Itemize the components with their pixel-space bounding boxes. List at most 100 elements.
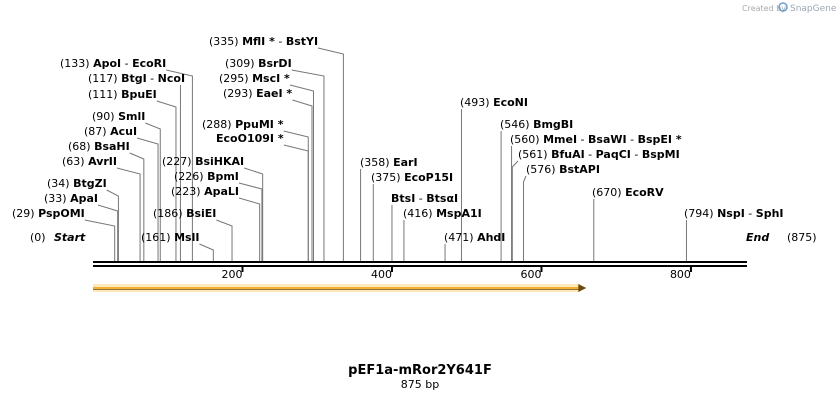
restriction-site[interactable]: (68) BsaHI: [68, 140, 130, 153]
site-label: (546) BmgBI: [500, 118, 573, 131]
site-position: (358): [360, 156, 393, 169]
site-label: (226) BpmI: [174, 170, 239, 183]
enzyme-name: BmgBI: [533, 118, 573, 131]
enzyme-name: ApoI: [93, 57, 121, 70]
site-label: (90) SmlI: [92, 110, 145, 123]
enzyme-name: EcoRV: [625, 186, 664, 199]
enzyme-name: MspA1I: [436, 207, 482, 220]
site-position: (295): [219, 72, 252, 85]
restriction-site[interactable]: (335) MflI * - BstYI: [209, 35, 318, 48]
restriction-site[interactable]: (288) PpuMI *: [202, 118, 284, 131]
site-separator: -: [627, 133, 638, 146]
branding-prefix: Created by: [742, 4, 786, 13]
restriction-site[interactable]: (670) EcoRV: [592, 186, 664, 199]
site-separator: -: [275, 35, 286, 48]
site-leader: [84, 219, 116, 262]
site-leader: [106, 189, 119, 262]
enzyme-name: BsaWI: [588, 133, 627, 146]
restriction-site[interactable]: (293) EaeI *: [223, 87, 292, 100]
restriction-site[interactable]: (34) BtgZI: [47, 177, 107, 190]
site-leader: [523, 175, 527, 262]
restriction-site[interactable]: (375) EcoP15I: [371, 171, 453, 184]
restriction-site[interactable]: (33) ApaI: [44, 192, 98, 205]
restriction-site-labels: (29) PspOMI (33) ApaI (34) BtgZI (63) AvrII…: [12, 35, 784, 244]
feature-arrowhead: [578, 284, 587, 292]
restriction-site[interactable]: EcoO109I *: [216, 132, 284, 145]
site-label: (227) BsiHKAI: [162, 155, 244, 168]
site-leader: [156, 100, 177, 262]
restriction-site[interactable]: (416) MspA1I: [403, 207, 482, 220]
restriction-site[interactable]: (223) ApaLI: [171, 185, 239, 198]
enzyme-name: EaeI *: [256, 87, 292, 100]
site-position: (68): [68, 140, 94, 153]
site-leader: [136, 137, 159, 262]
restriction-site[interactable]: (561) BfuAI - PaqCI - BspMI: [518, 148, 680, 161]
restriction-site[interactable]: (87) AcuI: [84, 125, 137, 138]
site-position: (223): [171, 185, 204, 198]
sequence-backbone: [93, 261, 747, 267]
site-label: (493) EcoNI: [460, 96, 528, 109]
restriction-site[interactable]: (186) BsiEI: [153, 207, 216, 220]
enzyme-name: EcoNI: [493, 96, 528, 109]
site-position: (186): [153, 207, 186, 220]
site-leader: [129, 152, 145, 262]
site-label: (288) PpuMI *: [202, 118, 284, 131]
site-separator: -: [631, 148, 642, 161]
site-label: (34) BtgZI: [47, 177, 107, 190]
site-label: (416) MspA1I: [403, 207, 482, 220]
end-name: End: [746, 231, 769, 244]
site-label: BtsI - BtsαI: [391, 192, 458, 205]
enzyme-name: BtsαI: [426, 192, 458, 205]
enzyme-name: BtsI: [391, 192, 415, 205]
restriction-site[interactable]: (133) ApoI - EcoRI: [60, 57, 166, 70]
site-position: (335): [209, 35, 242, 48]
enzyme-name: NcoI: [158, 72, 185, 85]
site-label: (63) AvrII: [62, 155, 117, 168]
site-position: (161): [141, 231, 174, 244]
restriction-site[interactable]: (117) BtgI - NcoI: [88, 72, 185, 85]
site-position: (133): [60, 57, 93, 70]
site-label: (29) PspOMI: [12, 207, 85, 220]
restriction-site[interactable]: (111) BpuEI: [88, 88, 157, 101]
restriction-site[interactable]: (794) NspI - SphI: [684, 207, 784, 220]
restriction-site[interactable]: (358) EarI: [360, 156, 418, 169]
restriction-site[interactable]: (546) BmgBI: [500, 118, 573, 131]
snapgene-branding: Created by SnapGene: [742, 2, 837, 14]
map-title: pEF1a-mRor2Y641F: [348, 363, 492, 378]
restriction-site[interactable]: (295) MscI *: [219, 72, 290, 85]
site-label: (111) BpuEI: [88, 88, 157, 101]
site-label: (223) ApaLI: [171, 185, 239, 198]
end-position: (875): [787, 231, 817, 244]
enzyme-name: BsiEI: [186, 207, 216, 220]
restriction-site[interactable]: (471) AhdI: [444, 231, 505, 244]
restriction-site[interactable]: (29) PspOMI: [12, 207, 85, 220]
enzyme-name: BtgI: [121, 72, 147, 85]
start-name: Start: [54, 231, 86, 244]
restriction-site[interactable]: (227) BsiHKAI: [162, 155, 244, 168]
site-label: (293) EaeI *: [223, 87, 292, 100]
enzyme-name: BpuEI: [121, 88, 157, 101]
enzyme-name: EarI: [393, 156, 417, 169]
feature-track: [93, 284, 587, 292]
restriction-site[interactable]: (90) SmlI: [92, 110, 145, 123]
enzyme-name: MscI *: [252, 72, 290, 85]
restriction-site[interactable]: (560) MmeI - BsaWI - BspEI *: [510, 133, 682, 146]
enzyme-name: MflI *: [242, 35, 275, 48]
enzyme-name: BspEI *: [638, 133, 682, 146]
restriction-site[interactable]: (493) EcoNI: [460, 96, 528, 109]
restriction-site[interactable]: (63) AvrII: [62, 155, 117, 168]
restriction-site[interactable]: BtsI - BtsαI: [391, 192, 458, 205]
site-position: (471): [444, 231, 477, 244]
restriction-site[interactable]: (576) BstAPI: [526, 163, 600, 176]
enzyme-name: BpmI: [207, 170, 239, 183]
enzyme-name: NspI: [717, 207, 745, 220]
site-leader: [289, 84, 314, 262]
restriction-site[interactable]: (226) BpmI: [174, 170, 239, 183]
site-position: (226): [174, 170, 207, 183]
snapgene-logo-icon: [778, 2, 788, 12]
site-separator: -: [585, 148, 596, 161]
site-position: (375): [371, 171, 404, 184]
ruler-tick-label: 200: [221, 268, 242, 281]
restriction-site[interactable]: (309) BsrDI: [225, 57, 292, 70]
restriction-site[interactable]: (161) MslI: [141, 231, 199, 244]
